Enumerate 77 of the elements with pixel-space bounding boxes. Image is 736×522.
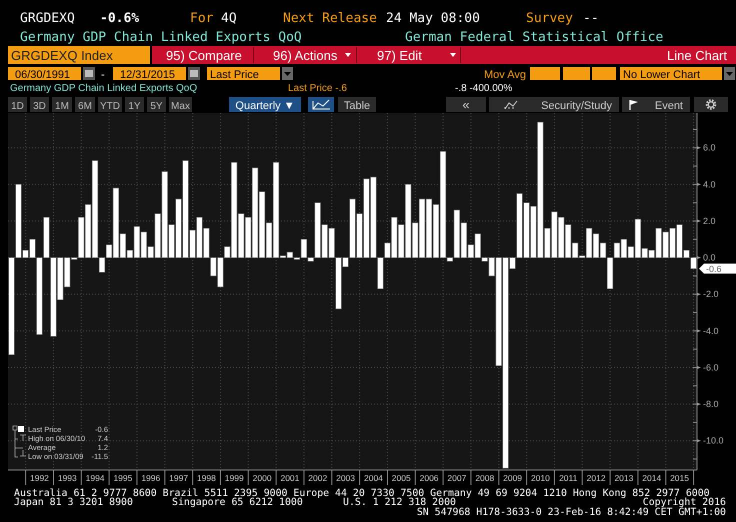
text: Security/Study [541,100,612,112]
text: 96) Actions [273,48,338,63]
text: Max [171,101,190,112]
y-tick-label: -6.0 [703,362,719,372]
text: 5Y [150,101,163,112]
y-tick-label: -8.0 [703,398,719,409]
y-tick-label: -10.0 [703,436,724,446]
x-tick-label: 2015 [670,473,690,483]
x-tick-label: 1998 [196,473,216,483]
text: Line Chart [667,48,728,63]
text: 4Q [221,11,237,26]
text: -0.6% [100,11,140,26]
text: 97) Edit [377,48,422,63]
text: SN 547968 H178-3633-0 23-Feb-16 8:42:49 CET GMT+1:00 [416,507,726,518]
x-tick-label: 2012 [586,473,606,483]
y-tick-label: -4.0 [703,326,719,336]
x-tick-label: 1995 [113,473,133,483]
text: Singapore 65 6212 1000 [172,497,303,508]
chart-title: Germany GDP Chain Linked Exports QoQ [20,30,302,45]
text: GRGDEXQ [20,11,75,26]
x-tick-label: 2011 [559,473,578,483]
y-tick-label: 4.0 [703,179,716,190]
x-tick-label: 2003 [336,473,356,483]
x-tick-label: 2004 [364,473,384,483]
y-tick-label: -2.0 [703,289,719,300]
text: For [190,11,214,26]
text: 95) Compare [166,48,242,63]
text: 6M [78,101,92,112]
x-tick-label: 2013 [614,473,634,483]
text: Quarterly ▼ [235,100,295,112]
x-tick-label: 2014 [642,473,662,483]
x-tick-label: 2010 [530,473,550,483]
x-tick-label: 1992 [30,473,50,483]
text: -.8 -400.00% [455,83,512,94]
y-tick-label: 6.0 [703,142,716,153]
x-tick-label: 2007 [447,473,467,483]
text: U.S. 1 212 318 2000 [343,497,456,508]
x-tick-label: 1994 [86,473,105,483]
y-tick-label: 0.0 [703,252,716,263]
text: 1D [11,101,24,112]
text: 1Y [128,101,141,112]
x-tick-label: 1997 [169,473,188,483]
text: Event [654,100,683,112]
text: 1M [55,101,69,112]
text: Next Release [283,11,378,26]
x-tick-label: 1993 [58,473,78,483]
text: Mov Avg [484,69,526,81]
x-tick-label: 1996 [141,473,161,483]
text: Copyright 2016 [642,497,726,508]
text: - [101,69,105,81]
text: Germany GDP Chain Linked Exports QoQ [10,83,198,94]
text: GRGDEXQ Index [11,48,114,63]
x-tick-label: 2005 [392,473,411,483]
text: 3D [33,101,46,112]
text: Last Price [210,69,259,81]
x-tick-label: 2001 [280,473,300,483]
text: 24 May 08:00 [386,11,480,26]
text: Japan 81 3 3201 8900 [14,497,133,508]
x-tick-label: 2009 [503,473,522,483]
text: Australia 61 2 9777 8600 Brazil 5511 2395 9000 Europe 44 20 7330 7500 Germany 49 69 9204 1210 Hong Kong 852 2977 6000 [14,488,710,499]
y-tick-label: 2.0 [703,216,716,226]
x-tick-label: 1999 [224,473,244,483]
x-tick-label: 2008 [475,473,495,483]
text: No Lower Chart [623,69,700,81]
x-tick-label: 2006 [420,473,439,483]
text: Last Price -.6 [288,83,348,94]
text: « [462,97,470,112]
x-tick-label: 2000 [252,473,272,483]
text: 06/30/1991 [15,69,70,81]
text: -- [583,11,599,26]
x-tick-label: 2002 [308,473,328,483]
text: 12/31/2015 [120,69,176,81]
text: Table [344,100,370,112]
text: Survey [526,11,574,26]
text: -0.6 [706,264,722,274]
chart-subtitle: German Federal Statistical Office [405,30,664,45]
text: YTD [100,101,120,112]
